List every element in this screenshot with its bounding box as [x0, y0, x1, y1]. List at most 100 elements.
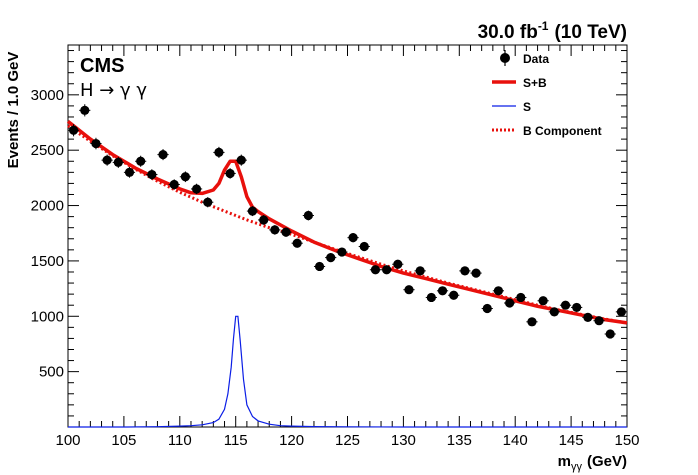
data-point	[280, 227, 292, 237]
data-point	[325, 252, 337, 263]
data-point-marker	[572, 302, 582, 313]
x-tick-label: 140	[503, 432, 528, 449]
data-point-marker	[270, 225, 280, 235]
data-point	[515, 292, 527, 303]
channel-label: H → γ γ	[80, 80, 147, 101]
data-point-marker	[236, 155, 246, 165]
data-point-marker	[136, 156, 146, 166]
data-point	[202, 197, 214, 208]
data-point	[492, 286, 505, 296]
data-point	[470, 268, 482, 278]
data-point-marker	[493, 286, 504, 296]
legend-item-sb: S+B	[492, 76, 547, 90]
y-tick-label: 500	[39, 364, 64, 381]
series-sb-line	[66, 120, 628, 325]
data-point	[537, 296, 549, 306]
data-point-marker	[203, 197, 213, 207]
x-tick-label: 115	[224, 432, 248, 449]
data-point	[68, 124, 80, 137]
legend-item-s: S	[492, 100, 531, 114]
data-point-marker	[80, 105, 90, 115]
data-point-marker	[169, 179, 179, 190]
data-point	[526, 317, 538, 327]
data-point	[336, 247, 348, 257]
lumi-energy: (10 TeV)	[554, 22, 627, 43]
data-point	[179, 171, 191, 183]
lumi-value: 30.0 fb	[478, 22, 538, 43]
data-point-marker	[426, 292, 436, 303]
data-point-marker	[68, 125, 79, 135]
data-point	[79, 104, 91, 117]
legend-item-data: Data	[500, 50, 549, 66]
data-point-marker	[337, 247, 347, 257]
legend-b-label: B Component	[523, 124, 602, 138]
data-point-marker	[437, 286, 448, 296]
data-point	[101, 154, 113, 166]
data-point-marker	[516, 292, 526, 303]
x-tick-label: 105	[111, 432, 136, 449]
data-point-marker	[113, 157, 123, 167]
series-data-layer	[68, 104, 627, 339]
x-tick-label: 150	[614, 432, 639, 449]
data-point	[381, 265, 393, 275]
data-point-marker	[594, 316, 604, 326]
data-point	[414, 266, 426, 276]
y-tick-label: 2000	[31, 198, 64, 215]
experiment-label: CMS	[80, 55, 124, 77]
data-point-marker	[404, 285, 414, 295]
series-b-component-line	[67, 124, 628, 325]
x-tick-label: 125	[335, 432, 360, 449]
data-point-marker	[247, 206, 258, 216]
data-point	[392, 259, 404, 269]
data-point	[313, 261, 326, 272]
legend-item-b-component: B Component	[492, 124, 602, 138]
lumi-label: 30.0 fb-1 (10 TeV)	[478, 19, 627, 43]
data-point	[213, 146, 225, 158]
x-tick-label: 110	[168, 432, 192, 449]
data-point	[112, 156, 124, 168]
data-point	[448, 290, 460, 300]
legend: Data S+B S B Component	[492, 50, 602, 138]
data-point-marker	[158, 150, 168, 160]
data-point-marker	[482, 303, 492, 314]
data-point	[246, 206, 259, 217]
data-point	[425, 292, 437, 303]
data-point-marker	[259, 215, 269, 225]
data-point-marker	[538, 296, 548, 306]
data-point-marker	[505, 298, 515, 308]
data-point	[90, 137, 102, 150]
data-point-marker	[583, 312, 593, 322]
data-point-marker	[191, 184, 202, 194]
data-point-marker	[560, 300, 571, 310]
x-axis-title-sub: γγ	[571, 461, 583, 473]
x-axis-title-unit: (GeV)	[587, 453, 627, 470]
legend-s-label: S	[523, 100, 531, 114]
y-axis: 500 1000 1500 2000 2500 3000	[31, 50, 627, 417]
y-tick-label: 1000	[31, 308, 64, 325]
legend-data-marker	[500, 53, 510, 63]
x-axis-title: mγγ (GeV)	[558, 453, 627, 473]
plot-frame	[67, 44, 628, 428]
data-point	[258, 215, 270, 225]
x-tick-label: 130	[391, 432, 416, 449]
data-point	[146, 169, 158, 180]
data-point	[582, 312, 594, 322]
data-point-marker	[549, 307, 559, 317]
data-point	[135, 155, 147, 167]
data-point	[302, 210, 314, 221]
data-point-marker	[326, 252, 336, 263]
y-axis-title: Events / 1.0 GeV	[5, 52, 22, 169]
data-point-marker	[214, 147, 224, 158]
data-point-marker	[281, 227, 291, 237]
data-point-marker	[314, 261, 325, 272]
data-point	[571, 302, 583, 313]
data-point	[459, 266, 471, 276]
y-tick-label: 2500	[31, 142, 64, 159]
y-tick-label: 3000	[31, 87, 64, 104]
data-point	[436, 286, 449, 296]
data-point-marker	[359, 241, 369, 252]
data-point-marker	[292, 238, 302, 248]
data-point	[291, 238, 303, 248]
data-point	[615, 307, 627, 317]
data-point-marker	[449, 290, 459, 300]
